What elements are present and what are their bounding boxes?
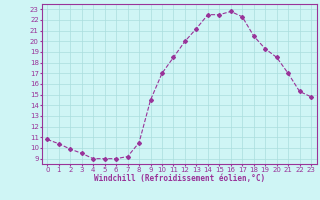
- X-axis label: Windchill (Refroidissement éolien,°C): Windchill (Refroidissement éolien,°C): [94, 174, 265, 183]
